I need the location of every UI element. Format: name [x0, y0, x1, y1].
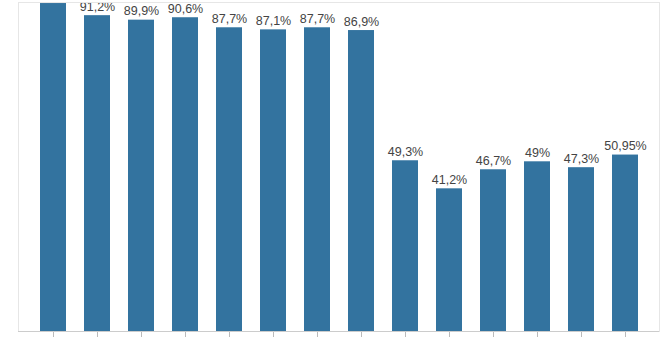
svg-text:86,9%: 86,9% [344, 15, 379, 29]
svg-text:89,9%: 89,9% [124, 4, 159, 18]
svg-text:87,1%: 87,1% [256, 14, 291, 28]
svg-text:50,95%: 50,95% [604, 139, 646, 153]
svg-text:46,7%: 46,7% [476, 154, 511, 168]
svg-text:49,3%: 49,3% [388, 145, 423, 159]
svg-text:41,2%: 41,2% [432, 173, 467, 187]
svg-text:47,3%: 47,3% [564, 152, 599, 166]
svg-text:49%: 49% [525, 146, 550, 160]
svg-text:87,7%: 87,7% [212, 12, 247, 26]
svg-text:87,7%: 87,7% [300, 12, 335, 26]
svg-text:90,6%: 90,6% [168, 2, 203, 16]
